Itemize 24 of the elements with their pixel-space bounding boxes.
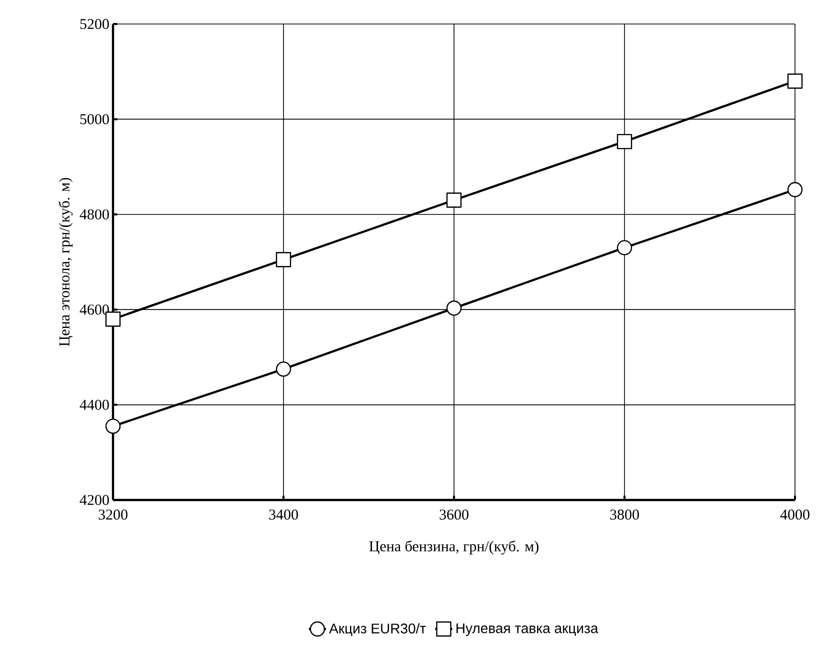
x-tick-label: 4000 <box>780 510 810 520</box>
x-tick-label: 3600 <box>440 510 468 520</box>
y-tick-label: 5000 <box>80 114 109 124</box>
x-tick-label: 3800 <box>610 510 639 520</box>
point <box>787 74 803 89</box>
x-tick-label: 3200 <box>98 510 128 520</box>
y-tick-label: 4200 <box>80 494 109 506</box>
x-axis-title: Цена бензина, грн/(куб. м) <box>369 540 538 554</box>
point <box>446 192 462 208</box>
y-tick-label: 4800 <box>80 209 109 220</box>
point <box>787 182 803 198</box>
point <box>446 300 462 316</box>
y-axis-title: Цена этонола, грн/(куб. м) <box>58 178 73 346</box>
point <box>616 134 632 150</box>
legend-label: Нулевая тавка акциза <box>456 623 598 636</box>
legend-label: Акциз EUR30/т <box>329 623 426 636</box>
point <box>276 361 292 377</box>
point <box>105 418 121 434</box>
y-tick-label: 4600 <box>80 304 109 315</box>
point <box>276 252 292 268</box>
x-tick-label: 3400 <box>269 510 298 520</box>
y-tick-label: 5200 <box>80 18 109 30</box>
point <box>616 240 632 256</box>
y-tick-label: 4400 <box>80 400 109 410</box>
